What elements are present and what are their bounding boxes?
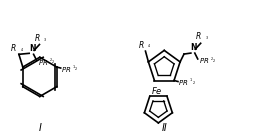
Text: $R$: $R$	[10, 42, 17, 53]
Text: $^3$: $^3$	[204, 36, 209, 41]
Text: $^2$: $^2$	[210, 56, 214, 62]
Text: $PR$: $PR$	[38, 58, 48, 67]
Text: $_2$: $_2$	[74, 66, 78, 73]
Text: $^1$: $^1$	[72, 64, 76, 70]
Text: $^2$: $^2$	[49, 58, 53, 63]
Text: $R$: $R$	[138, 39, 145, 50]
Text: $PR$: $PR$	[199, 56, 209, 65]
Text: $R$: $R$	[195, 30, 202, 41]
Text: $^1$: $^1$	[189, 78, 193, 83]
Text: I: I	[38, 123, 41, 133]
Text: $_2$: $_2$	[51, 59, 55, 66]
Text: N: N	[190, 43, 197, 52]
Text: $PR$: $PR$	[178, 78, 188, 87]
Text: $_2$: $_2$	[212, 58, 216, 65]
Text: $PR$: $PR$	[61, 64, 71, 74]
Text: $R$: $R$	[34, 32, 40, 43]
Text: $_4$: $_4$	[147, 43, 151, 50]
Text: N: N	[29, 44, 36, 53]
Text: $Fe$: $Fe$	[151, 85, 162, 96]
Text: $_2$: $_2$	[192, 79, 196, 87]
Text: $^4$: $^4$	[20, 48, 24, 53]
Text: $^3$: $^3$	[43, 37, 47, 43]
Text: II: II	[161, 123, 167, 133]
